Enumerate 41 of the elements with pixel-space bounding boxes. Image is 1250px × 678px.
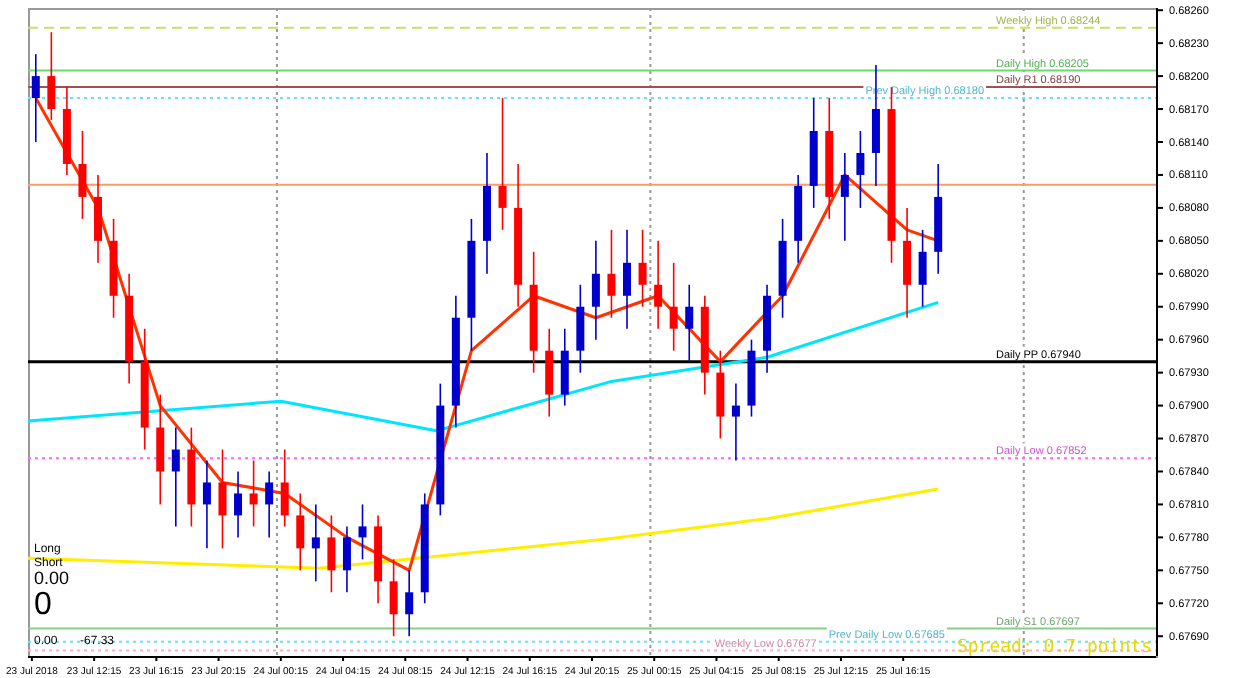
candlestick: [156, 393, 165, 506]
candlestick: [171, 426, 180, 528]
candlestick: [545, 327, 554, 418]
candlestick: [78, 130, 87, 220]
annotation: 0.00: [34, 568, 70, 588]
annotation: Spread: 0.7 points: [956, 638, 1152, 658]
candlestick: [731, 382, 740, 462]
candlestick: [234, 470, 243, 539]
candlestick: [218, 448, 227, 550]
candlestick: [31, 53, 40, 143]
candlestick: [856, 130, 865, 209]
candlestick: [405, 569, 414, 638]
annotation: 0: [34, 588, 52, 622]
candlestick: [265, 470, 274, 539]
candlestick: [903, 207, 912, 319]
candlestick: [47, 31, 56, 121]
candlestick: [840, 152, 849, 242]
candlestick: [591, 240, 600, 341]
candlestick: [623, 229, 632, 330]
candlestick: [280, 448, 289, 528]
candlestick: [607, 229, 616, 319]
candlestick: [638, 229, 647, 308]
candlestick: [498, 97, 507, 231]
candlestick: [918, 229, 927, 308]
candlestick: [296, 492, 305, 572]
candlestick: [358, 503, 367, 561]
candlestick: [249, 459, 258, 528]
candlestick: [202, 459, 211, 550]
candlestick: [560, 327, 569, 407]
line-series: [26, 300, 940, 433]
candlestick: [685, 283, 694, 363]
candlestick: [716, 349, 725, 440]
candlestick: [654, 240, 663, 330]
candlestick: [327, 514, 336, 594]
candlestick: [342, 525, 351, 594]
candlestick: [576, 283, 585, 374]
candlestick: [94, 174, 103, 264]
candlestick: [389, 558, 398, 638]
line-series: [26, 487, 940, 570]
candlestick: [669, 262, 678, 352]
candlestick: [311, 503, 320, 583]
